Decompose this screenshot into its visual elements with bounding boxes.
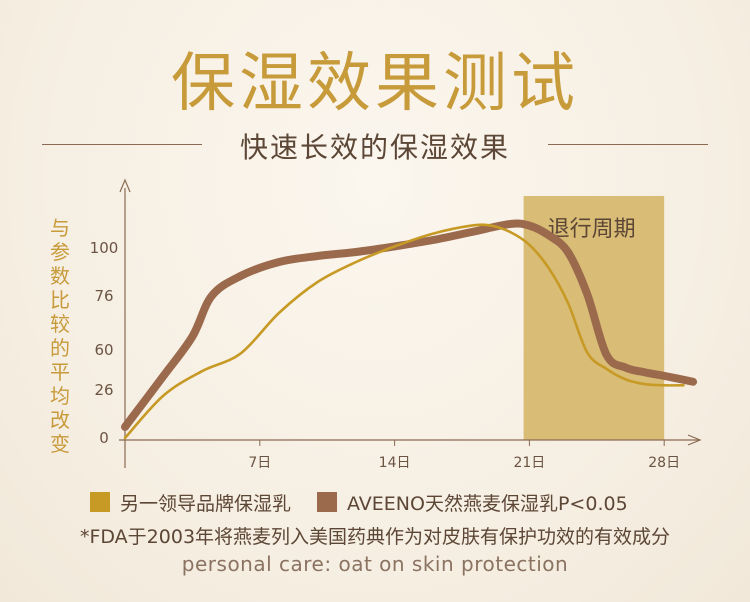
- english-caption: personal care: oat on skin protection: [181, 552, 569, 576]
- x-axis-arrow: [687, 434, 702, 446]
- legend-label-aveeno: AVEENO天然燕麦保湿乳P<0.05: [347, 492, 628, 515]
- subtitle: 快速长效的保湿效果: [239, 131, 510, 164]
- subtitle-divider-left: [42, 144, 202, 145]
- x-tick-label: 14日: [379, 455, 411, 471]
- x-tick-label: 28日: [648, 455, 680, 471]
- y-tick-label: 76: [94, 287, 113, 305]
- legend-swatch-competitor: [90, 492, 110, 512]
- y-tick-label: 60: [94, 341, 113, 359]
- x-tick-label: 7日: [248, 455, 271, 471]
- fda-footnote: *FDA于2003年将燕麦列入美国药典作为对皮肤有保护功效的有效成分: [79, 526, 671, 548]
- series-line-competitor: [123, 223, 685, 440]
- chart-legend: 另一领导品牌保湿乳 AVEENO天然燕麦保湿乳P<0.05: [90, 488, 654, 516]
- y-tick-label: 100: [90, 239, 119, 257]
- legend-item-competitor: 另一领导品牌保湿乳: [90, 489, 291, 516]
- legend-swatch-aveeno: [317, 492, 338, 512]
- withdrawal-period-label: 退行周期: [548, 217, 636, 242]
- x-tick-label: 21日: [513, 455, 545, 471]
- y-axis-label: 与参数比较的平均改变: [50, 216, 70, 456]
- y-tick-label: 0: [99, 429, 109, 447]
- page-title: 保湿效果测试: [171, 47, 579, 121]
- series-line-aveeno: [121, 219, 698, 431]
- y-tick-label: 26: [94, 381, 113, 399]
- subtitle-banner: 快速长效的保湿效果: [0, 122, 750, 164]
- y-axis-arrow: [119, 178, 131, 193]
- legend-label-competitor: 另一领导品牌保湿乳: [120, 492, 292, 515]
- subtitle-divider-right: [548, 144, 708, 145]
- legend-item-aveeno: AVEENO天然燕麦保湿乳P<0.05: [317, 489, 628, 516]
